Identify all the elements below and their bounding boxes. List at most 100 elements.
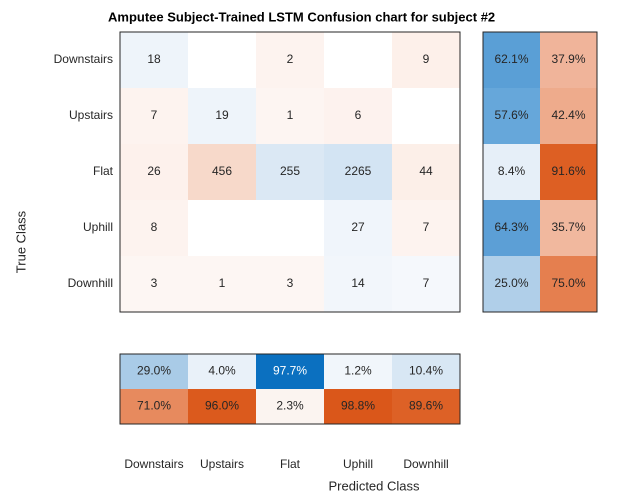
matrix-cell-label: 8 [151, 220, 158, 234]
matrix-cell-label: 27 [351, 220, 365, 234]
column-summary-border [119, 353, 461, 425]
y-tick-label: Uphill [83, 220, 113, 234]
column-summary-cell-label: 1.2% [344, 364, 372, 378]
column-summary-cell [120, 354, 188, 389]
row-summary-cell [483, 32, 540, 88]
column-summary-cell [256, 389, 324, 424]
row-summary-cell [540, 200, 597, 256]
matrix-cell-label: 2265 [345, 164, 372, 178]
x-axis-label: Predicted Class [328, 478, 420, 493]
matrix-cell-label: 7 [151, 108, 158, 122]
matrix-cell-label: 456 [212, 164, 232, 178]
matrix-cell [392, 200, 460, 256]
matrix-cell [188, 200, 256, 256]
matrix-cell [324, 32, 392, 88]
matrix-cell-label: 7 [423, 220, 430, 234]
matrix-border [119, 31, 461, 313]
row-summary-cell [540, 144, 597, 200]
column-summary-cell [188, 354, 256, 389]
row-summary-cell-label: 75.0% [551, 276, 585, 290]
y-axis-label: True Class [13, 210, 28, 273]
matrix-cell [256, 256, 324, 312]
row-summary-cell [540, 32, 597, 88]
row-summary-border [482, 31, 598, 313]
matrix-cell [392, 144, 460, 200]
x-tick-label: Downhill [403, 457, 448, 471]
matrix-cell [120, 200, 188, 256]
row-summary-cell [540, 256, 597, 312]
matrix-cell-label: 1 [219, 276, 226, 290]
matrix-cell-label: 9 [423, 52, 430, 66]
row-summary-cell-label: 37.9% [551, 52, 585, 66]
row-summary-cell-label: 8.4% [498, 164, 526, 178]
column-summary-cell [392, 389, 460, 424]
column-summary-cell-label: 4.0% [208, 364, 236, 378]
matrix-cell [120, 88, 188, 144]
matrix-cell-label: 14 [351, 276, 365, 290]
matrix-cell [120, 256, 188, 312]
column-summary-cell-label: 89.6% [409, 399, 443, 413]
row-summary-cell-label: 42.4% [551, 108, 585, 122]
row-summary-cell [483, 256, 540, 312]
matrix-cell [256, 144, 324, 200]
column-summary-cell [392, 354, 460, 389]
matrix-cell-label: 7 [423, 276, 430, 290]
row-summary-cell [483, 88, 540, 144]
column-summary-cell-label: 98.8% [341, 399, 375, 413]
column-summary-cell [256, 354, 324, 389]
matrix-cell-label: 44 [419, 164, 433, 178]
matrix-cell-label: 2 [287, 52, 294, 66]
column-summary-cell [120, 389, 188, 424]
matrix-cell [188, 88, 256, 144]
row-summary-cell [540, 88, 597, 144]
row-summary-cell [483, 200, 540, 256]
matrix-cell [392, 88, 460, 144]
row-summary-cell [483, 144, 540, 200]
column-summary-cell-label: 96.0% [205, 399, 239, 413]
matrix-cell [188, 32, 256, 88]
y-tick-label: Downhill [68, 276, 113, 290]
x-tick-label: Downstairs [124, 457, 183, 471]
row-summary-cell-label: 35.7% [551, 220, 585, 234]
matrix-cell [256, 32, 324, 88]
matrix-cell [392, 32, 460, 88]
y-tick-label: Upstairs [69, 108, 113, 122]
column-summary-cell-label: 71.0% [137, 399, 171, 413]
matrix-cell-label: 255 [280, 164, 300, 178]
matrix-cell [120, 32, 188, 88]
matrix-cell [392, 256, 460, 312]
column-summary-cell [324, 354, 392, 389]
matrix-cell-label: 19 [215, 108, 229, 122]
matrix-cell [256, 88, 324, 144]
chart-title: Amputee Subject-Trained LSTM Confusion c… [108, 9, 495, 24]
matrix-cell-label: 18 [147, 52, 161, 66]
matrix-cell [256, 200, 324, 256]
column-summary-cell-label: 10.4% [409, 364, 443, 378]
x-tick-label: Uphill [343, 457, 373, 471]
y-tick-label: Flat [93, 164, 114, 178]
row-summary-cell-label: 62.1% [494, 52, 528, 66]
column-summary-cell-label: 2.3% [276, 399, 304, 413]
matrix-cell [324, 200, 392, 256]
x-tick-label: Flat [280, 457, 301, 471]
matrix-cell [324, 88, 392, 144]
matrix-cell [188, 256, 256, 312]
matrix-cell-label: 1 [287, 108, 294, 122]
matrix-cell [188, 144, 256, 200]
matrix-cell-label: 6 [355, 108, 362, 122]
column-summary-cell-label: 29.0% [137, 364, 171, 378]
row-summary-cell-label: 25.0% [494, 276, 528, 290]
row-summary-cell-label: 91.6% [551, 164, 585, 178]
column-summary-cell-label: 97.7% [273, 364, 307, 378]
x-tick-label: Upstairs [200, 457, 244, 471]
matrix-cell [120, 144, 188, 200]
column-summary-cell [188, 389, 256, 424]
y-tick-label: Downstairs [54, 52, 113, 66]
column-summary-cell [324, 389, 392, 424]
row-summary-cell-label: 57.6% [494, 108, 528, 122]
matrix-cell-label: 26 [147, 164, 161, 178]
matrix-cell [324, 144, 392, 200]
matrix-cell [324, 256, 392, 312]
